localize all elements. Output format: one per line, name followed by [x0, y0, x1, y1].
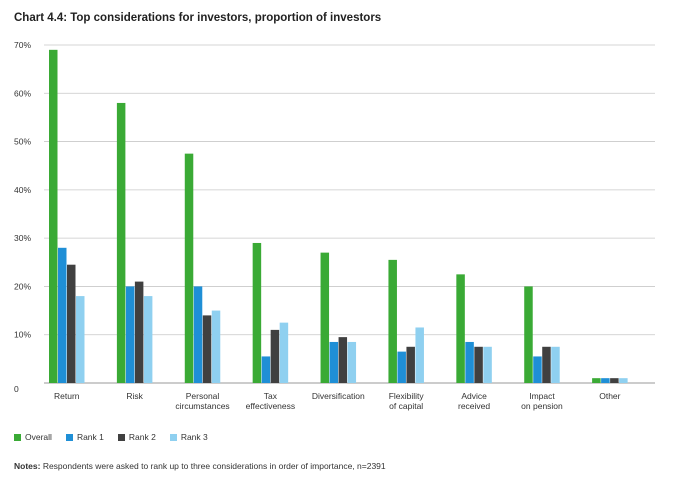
bar: [143, 296, 153, 383]
legend-swatch: [117, 433, 125, 441]
y-tick-label: 20%: [14, 281, 31, 291]
bar: [542, 346, 551, 383]
category-label: Personal: [186, 391, 220, 401]
notes-label: Notes:: [14, 461, 41, 471]
bar: [388, 259, 397, 383]
bar: [320, 252, 330, 383]
bar: [49, 49, 58, 383]
category-label: received: [458, 401, 490, 411]
legend-swatch: [65, 433, 73, 441]
bar: [619, 378, 628, 383]
y-tick-label: 0: [14, 384, 19, 394]
category-label: of capital: [389, 401, 423, 411]
legend-item: Rank 1: [65, 432, 104, 442]
bar: [338, 337, 348, 383]
category-label: Other: [599, 391, 620, 401]
y-tick-label: 40%: [14, 185, 31, 195]
category-label: Risk: [126, 391, 143, 401]
bar: [406, 346, 415, 383]
y-tick-label: 50%: [14, 137, 31, 147]
bar: [533, 356, 542, 383]
bar: [474, 346, 483, 383]
category-label: Diversification: [312, 391, 365, 401]
category-label: Impact: [529, 391, 555, 401]
bar: [601, 378, 610, 383]
bar: [270, 329, 280, 383]
y-tick-label: 70%: [14, 40, 31, 50]
category-label: Flexibility: [389, 391, 425, 401]
notes: Notes: Respondents were asked to rank up…: [14, 461, 386, 471]
category-label: Return: [54, 391, 80, 401]
bar: [483, 346, 492, 383]
category-label: effectiveness: [246, 401, 295, 411]
legend-swatch: [14, 433, 21, 441]
bar-chart: 0 10% 20% 30% 40% 50% 60% 70% Return Risk Personal…: [14, 40, 655, 411]
bar: [67, 264, 76, 383]
legend-label: Overall: [25, 432, 52, 442]
chart-title: Chart 4.4: Top considerations for invest…: [14, 12, 382, 24]
notes-text: Respondents were asked to rank up to thr…: [40, 461, 386, 471]
bar: [524, 286, 533, 383]
bar: [279, 322, 289, 383]
bar: [116, 102, 126, 383]
bar: [252, 242, 262, 383]
category-label: Tax: [264, 391, 278, 401]
bar: [329, 341, 339, 383]
bar: [456, 274, 465, 383]
bar: [415, 327, 424, 383]
bar: [397, 351, 406, 383]
legend-item: Overall: [14, 432, 52, 442]
legend: Overall Rank 1 Rank 2 Rank 3: [14, 432, 208, 442]
bar: [58, 247, 67, 383]
legend-label: Rank 3: [180, 432, 208, 442]
legend-item: Rank 2: [117, 432, 156, 442]
bar: [551, 346, 560, 383]
bar: [347, 341, 357, 383]
bar: [592, 378, 601, 383]
bar: [193, 286, 203, 383]
legend-label: Rank 2: [128, 432, 156, 442]
y-tick-label: 30%: [14, 233, 31, 243]
bar: [610, 378, 619, 383]
y-tick-label: 10%: [14, 330, 31, 340]
legend-label: Rank 1: [76, 432, 104, 442]
bar: [125, 286, 135, 383]
bar: [261, 356, 271, 383]
legend-swatch: [169, 433, 177, 441]
bar: [134, 281, 144, 383]
bar: [465, 341, 474, 383]
bar: [202, 315, 212, 383]
legend-item: Rank 3: [169, 432, 208, 442]
category-label: circumstances: [175, 401, 229, 411]
bar: [76, 296, 85, 383]
category-label: Advice: [461, 391, 487, 401]
y-tick-label: 60%: [14, 88, 31, 98]
bar: [211, 310, 221, 383]
bar: [184, 153, 194, 383]
category-label: on pension: [521, 401, 563, 411]
